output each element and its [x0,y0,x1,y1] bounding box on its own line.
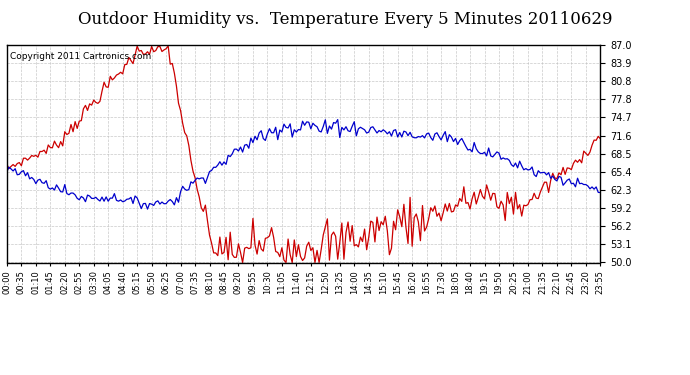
Text: Outdoor Humidity vs.  Temperature Every 5 Minutes 20110629: Outdoor Humidity vs. Temperature Every 5… [78,11,612,28]
Text: Copyright 2011 Cartronics.com: Copyright 2011 Cartronics.com [10,51,151,60]
